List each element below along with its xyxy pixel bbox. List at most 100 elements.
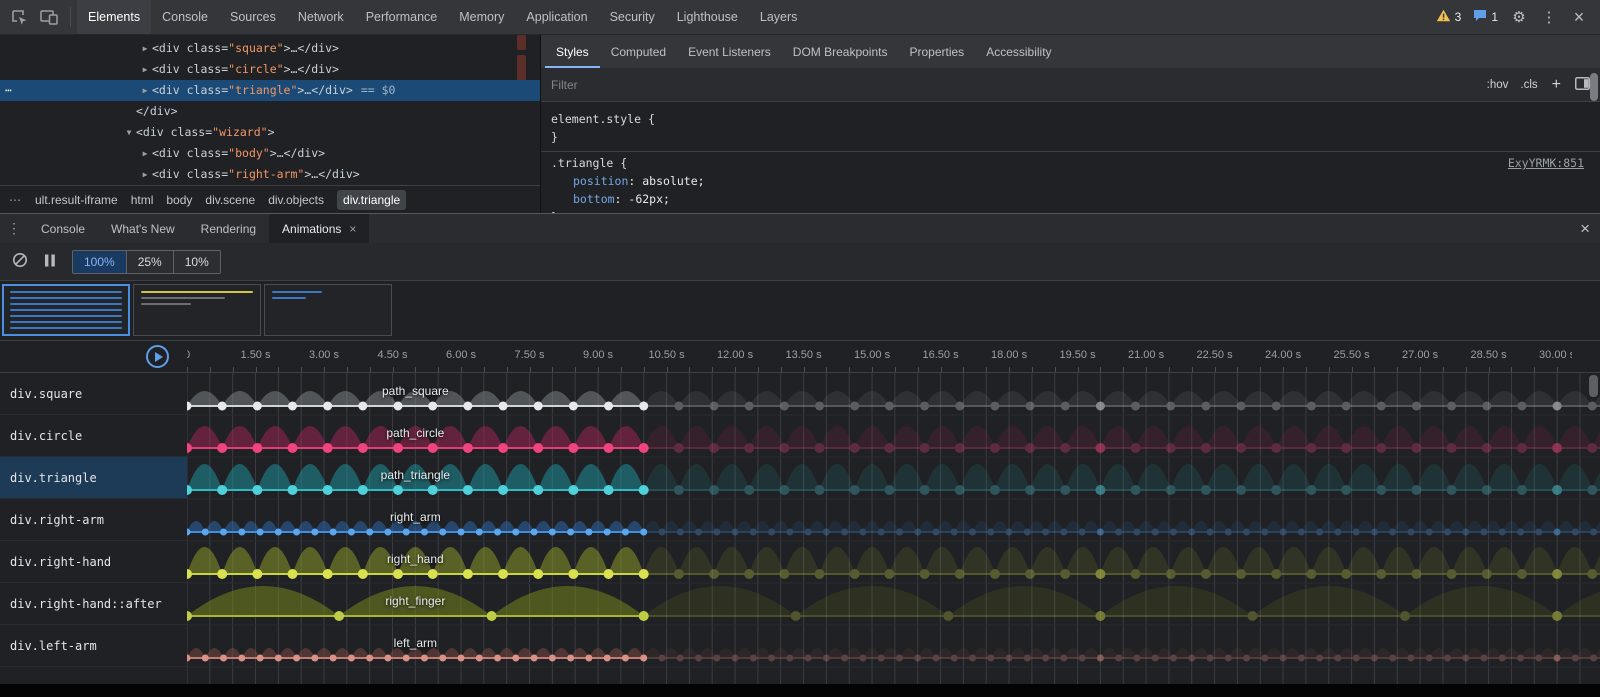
keyframe-dot[interactable] <box>187 485 192 495</box>
keyframe-dot[interactable] <box>567 654 575 662</box>
keyframe-dot[interactable] <box>457 528 465 536</box>
keyframe-dot[interactable] <box>1025 443 1036 453</box>
keyframe-dot[interactable] <box>932 528 940 536</box>
keyframe-dot[interactable] <box>1206 654 1214 662</box>
keyframe-dot[interactable] <box>427 443 438 453</box>
keyframe-dot[interactable] <box>1201 401 1211 411</box>
keyframe-dot[interactable] <box>568 443 579 453</box>
keyframe-dot[interactable] <box>658 654 666 662</box>
keyframe-dot[interactable] <box>530 528 538 536</box>
animation-row-div-square[interactable]: div.square <box>0 373 187 415</box>
keyframe-dot[interactable] <box>1553 654 1561 662</box>
keyframe-dot[interactable] <box>1261 528 1269 536</box>
keyframe-dot[interactable] <box>1553 528 1561 536</box>
keyframe-dot[interactable] <box>804 528 812 536</box>
keyframe-dot[interactable] <box>1553 528 1561 536</box>
keyframe-dot[interactable] <box>640 654 648 662</box>
keyframe-dot[interactable] <box>744 569 755 579</box>
keyframe-dot[interactable] <box>530 654 538 662</box>
keyframe-dot[interactable] <box>366 528 374 536</box>
tab-computed[interactable]: Computed <box>610 44 667 59</box>
keyframe-dot[interactable] <box>334 611 345 621</box>
keyframe-dot[interactable] <box>287 443 298 453</box>
keyframe-dot[interactable] <box>676 528 684 536</box>
keyframe-dot[interactable] <box>1552 485 1563 495</box>
keyframe-dot[interactable] <box>814 443 825 453</box>
keyframe-dot[interactable] <box>1243 654 1251 662</box>
keyframe-dot[interactable] <box>439 654 447 662</box>
keyframe-dot[interactable] <box>950 654 958 662</box>
keyframe-dot[interactable] <box>1095 401 1105 411</box>
keyframe-dot[interactable] <box>674 401 684 411</box>
keyframe-dot[interactable] <box>932 654 940 662</box>
keyframe-dot[interactable] <box>1131 401 1141 411</box>
tab-security[interactable]: Security <box>609 10 655 24</box>
keyframe-dot[interactable] <box>1279 528 1287 536</box>
keyframe-dot[interactable] <box>220 528 228 536</box>
keyframe-dot[interactable] <box>357 443 368 453</box>
keyframe-dot[interactable] <box>462 569 473 579</box>
animation-row-div-right-hand[interactable]: div.right-hand <box>0 541 187 583</box>
keyframe-dot[interactable] <box>1462 528 1470 536</box>
keyframe-dot[interactable] <box>329 654 337 662</box>
keyframe-dot[interactable] <box>1571 528 1579 536</box>
keyframe-dot[interactable] <box>568 569 579 579</box>
keyframe-dot[interactable] <box>841 654 849 662</box>
keyframe-dot[interactable] <box>1247 611 1258 621</box>
animation-row-div-circle[interactable]: div.circle <box>0 415 187 457</box>
keyframe-dot[interactable] <box>1587 485 1598 495</box>
keyframe-dot[interactable] <box>638 569 649 579</box>
keyframe-dot[interactable] <box>1166 401 1176 411</box>
keyframe-dot[interactable] <box>217 485 228 495</box>
keyframe-dot[interactable] <box>1151 528 1159 536</box>
keyframe-dot[interactable] <box>427 569 438 579</box>
keyframe-dot[interactable] <box>1552 611 1563 621</box>
keyframe-dot[interactable] <box>1096 654 1104 662</box>
keyframe-dot[interactable] <box>274 528 282 536</box>
collapse-arrow-icon[interactable]: ▶ <box>142 170 148 179</box>
keyframe-dot[interactable] <box>731 528 739 536</box>
close-devtools-icon[interactable]: × <box>1573 6 1585 27</box>
keyframe-dot[interactable] <box>238 528 246 536</box>
animation-row-div-left-arm[interactable]: div.left-arm <box>0 625 187 667</box>
keyframe-dot[interactable] <box>640 528 648 536</box>
keyframe-dot[interactable] <box>1095 569 1106 579</box>
keyframe-dot[interactable] <box>638 611 649 621</box>
keyframe-dot[interactable] <box>462 485 473 495</box>
keyframe-dot[interactable] <box>1517 401 1527 411</box>
keyframe-dot[interactable] <box>1447 401 1457 411</box>
keyframe-dot[interactable] <box>1165 485 1176 495</box>
keyframe-dot[interactable] <box>187 569 192 579</box>
keyframe-dot[interactable] <box>709 485 720 495</box>
keyframe-dot[interactable] <box>1306 443 1317 453</box>
keyframe-dot[interactable] <box>512 654 520 662</box>
keyframe-dot[interactable] <box>638 569 649 579</box>
keyframe-dot[interactable] <box>1443 654 1451 662</box>
keyframe-dot[interactable] <box>358 401 368 411</box>
keyframe-dot[interactable] <box>1133 654 1141 662</box>
keyframe-dot[interactable] <box>744 443 755 453</box>
keyframe-dot[interactable] <box>638 611 649 621</box>
keyframe-dot[interactable] <box>420 528 428 536</box>
keyframe-dot[interactable] <box>498 443 509 453</box>
keyframe-dot[interactable] <box>1188 654 1196 662</box>
keyframe-dot[interactable] <box>1411 569 1422 579</box>
keyframe-dot[interactable] <box>1516 485 1527 495</box>
warnings-badge[interactable]: 3 <box>1432 9 1466 25</box>
dom-node[interactable]: </div> <box>0 101 540 122</box>
keyframe-dot[interactable] <box>603 569 614 579</box>
keyframe-dot[interactable] <box>1236 401 1246 411</box>
keyframe-dot[interactable] <box>713 654 721 662</box>
keyframe-dot[interactable] <box>1096 528 1104 536</box>
keyframe-dot[interactable] <box>1095 443 1106 453</box>
keyframe-dot[interactable] <box>849 443 860 453</box>
keyframe-dot[interactable] <box>1481 443 1492 453</box>
keyframe-dot[interactable] <box>1306 485 1317 495</box>
keyframe-dot[interactable] <box>990 401 1000 411</box>
keyframe-dot[interactable] <box>347 528 355 536</box>
gear-icon[interactable]: ⚙ <box>1512 9 1526 26</box>
rate-button-100[interactable]: 100% <box>73 250 126 273</box>
keyframe-dot[interactable] <box>638 485 649 495</box>
timeline-scrollbar-thumb[interactable] <box>1589 375 1598 397</box>
keyframe-dot[interactable] <box>954 569 965 579</box>
